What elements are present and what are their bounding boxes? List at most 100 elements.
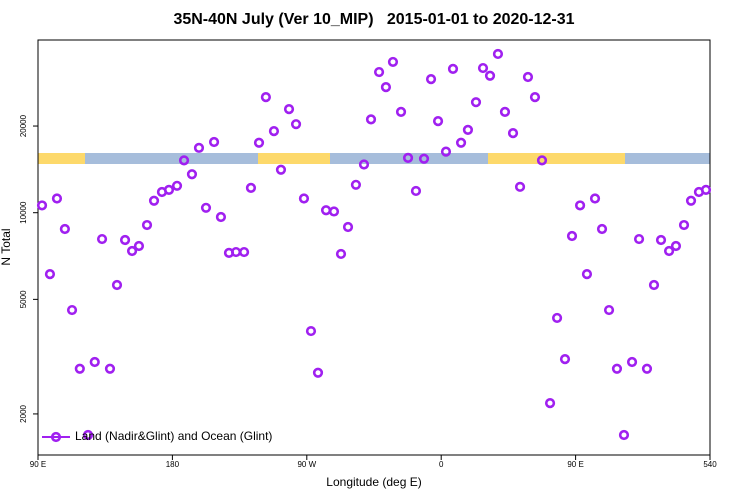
x-tick-label: 90 E: [30, 460, 46, 469]
legend-label: Land (Nadir&Glint) and Ocean (Glint): [75, 429, 272, 443]
data-point: [387, 56, 399, 68]
y-axis-label: N Total: [0, 228, 13, 265]
data-point: [462, 124, 474, 135]
data-point: [522, 71, 534, 83]
data-point: [507, 128, 519, 139]
data-point: [320, 205, 332, 216]
x-axis-label: Longitude (deg E): [326, 475, 421, 489]
data-point: [470, 97, 482, 108]
data-point: [596, 223, 608, 235]
data-point: [447, 63, 459, 74]
chart-title: 35N-40N July (Ver 10_MIP) 2015-01-01 to …: [173, 11, 574, 28]
data-point: [178, 155, 190, 166]
data-point: [685, 195, 697, 206]
data-point: [418, 153, 430, 164]
data-point: [529, 92, 541, 103]
data-point: [171, 180, 183, 191]
data-point: [663, 245, 675, 257]
data-point: [44, 268, 56, 280]
data-point: [208, 136, 220, 148]
data-point: [200, 202, 212, 213]
y-tick-label: 5000: [19, 290, 28, 308]
data-point: [59, 223, 70, 235]
data-point: [74, 363, 85, 374]
data-point: [477, 62, 489, 74]
data-point: [492, 48, 504, 60]
data-point: [373, 66, 385, 78]
data-point: [551, 312, 563, 324]
data-point: [365, 114, 377, 125]
data-point: [589, 193, 601, 204]
y-tick-label: 2000: [19, 404, 28, 422]
ocean-band: [38, 153, 710, 164]
data-point: [148, 195, 160, 206]
land-band: [38, 153, 85, 164]
data-point: [574, 200, 586, 211]
data-point: [641, 363, 653, 374]
data-point: [670, 240, 682, 252]
data-point: [611, 363, 623, 374]
data-point: [268, 126, 280, 137]
data-point: [455, 137, 467, 148]
data-point: [36, 200, 48, 211]
data-point: [432, 116, 444, 127]
data-point: [215, 211, 227, 223]
x-tick-label: 540: [703, 460, 717, 469]
data-point: [425, 74, 437, 85]
data-point: [655, 234, 667, 246]
data-point: [402, 152, 414, 164]
legend-item: Land (Nadir&Glint) and Ocean (Glint): [42, 429, 272, 443]
data-point: [126, 245, 138, 257]
data-point: [163, 184, 175, 196]
legend-marker: [50, 431, 62, 443]
data-point: [328, 206, 340, 217]
x-tick-label: 90 W: [297, 460, 316, 469]
data-point: [260, 92, 271, 103]
data-point: [119, 234, 131, 246]
land-band: [488, 153, 625, 164]
data-point: [514, 181, 526, 192]
data-point: [559, 354, 571, 365]
data-point: [358, 159, 370, 170]
data-point: [342, 221, 354, 233]
data-point: [499, 106, 511, 117]
data-point: [230, 246, 242, 258]
data-point: [536, 155, 548, 166]
data-point: [104, 363, 116, 374]
data-point: [283, 104, 295, 115]
data-point: [648, 279, 660, 291]
data-point: [335, 248, 347, 260]
data-point: [51, 193, 63, 204]
data-point: [96, 233, 108, 245]
data-point: [603, 304, 615, 316]
data-point: [633, 233, 645, 245]
data-point: [141, 219, 153, 231]
data-point: [290, 119, 302, 130]
data-point: [298, 193, 310, 204]
data-point: [312, 367, 324, 378]
data-point: [678, 219, 690, 231]
data-point: [82, 429, 94, 441]
x-tick-label: 90 E: [567, 460, 583, 469]
data-point: [581, 268, 593, 280]
data-point: [305, 325, 317, 337]
data-point: [410, 185, 422, 197]
y-tick-label: 20000: [19, 114, 28, 137]
data-point: [484, 70, 496, 81]
data-point: [111, 279, 123, 291]
land-band: [258, 153, 330, 164]
data-point: [566, 230, 578, 242]
data-point: [440, 146, 452, 157]
x-tick-label: 0: [439, 460, 444, 469]
data-point: [89, 356, 100, 368]
data-point: [350, 179, 362, 190]
y-tick-label: 10000: [19, 201, 28, 224]
x-tick-label: 180: [166, 460, 180, 469]
data-point: [275, 164, 287, 175]
data-point: [626, 356, 638, 368]
data-point: [618, 429, 630, 441]
data-point: [245, 182, 257, 193]
plot-frame: [37, 39, 711, 456]
